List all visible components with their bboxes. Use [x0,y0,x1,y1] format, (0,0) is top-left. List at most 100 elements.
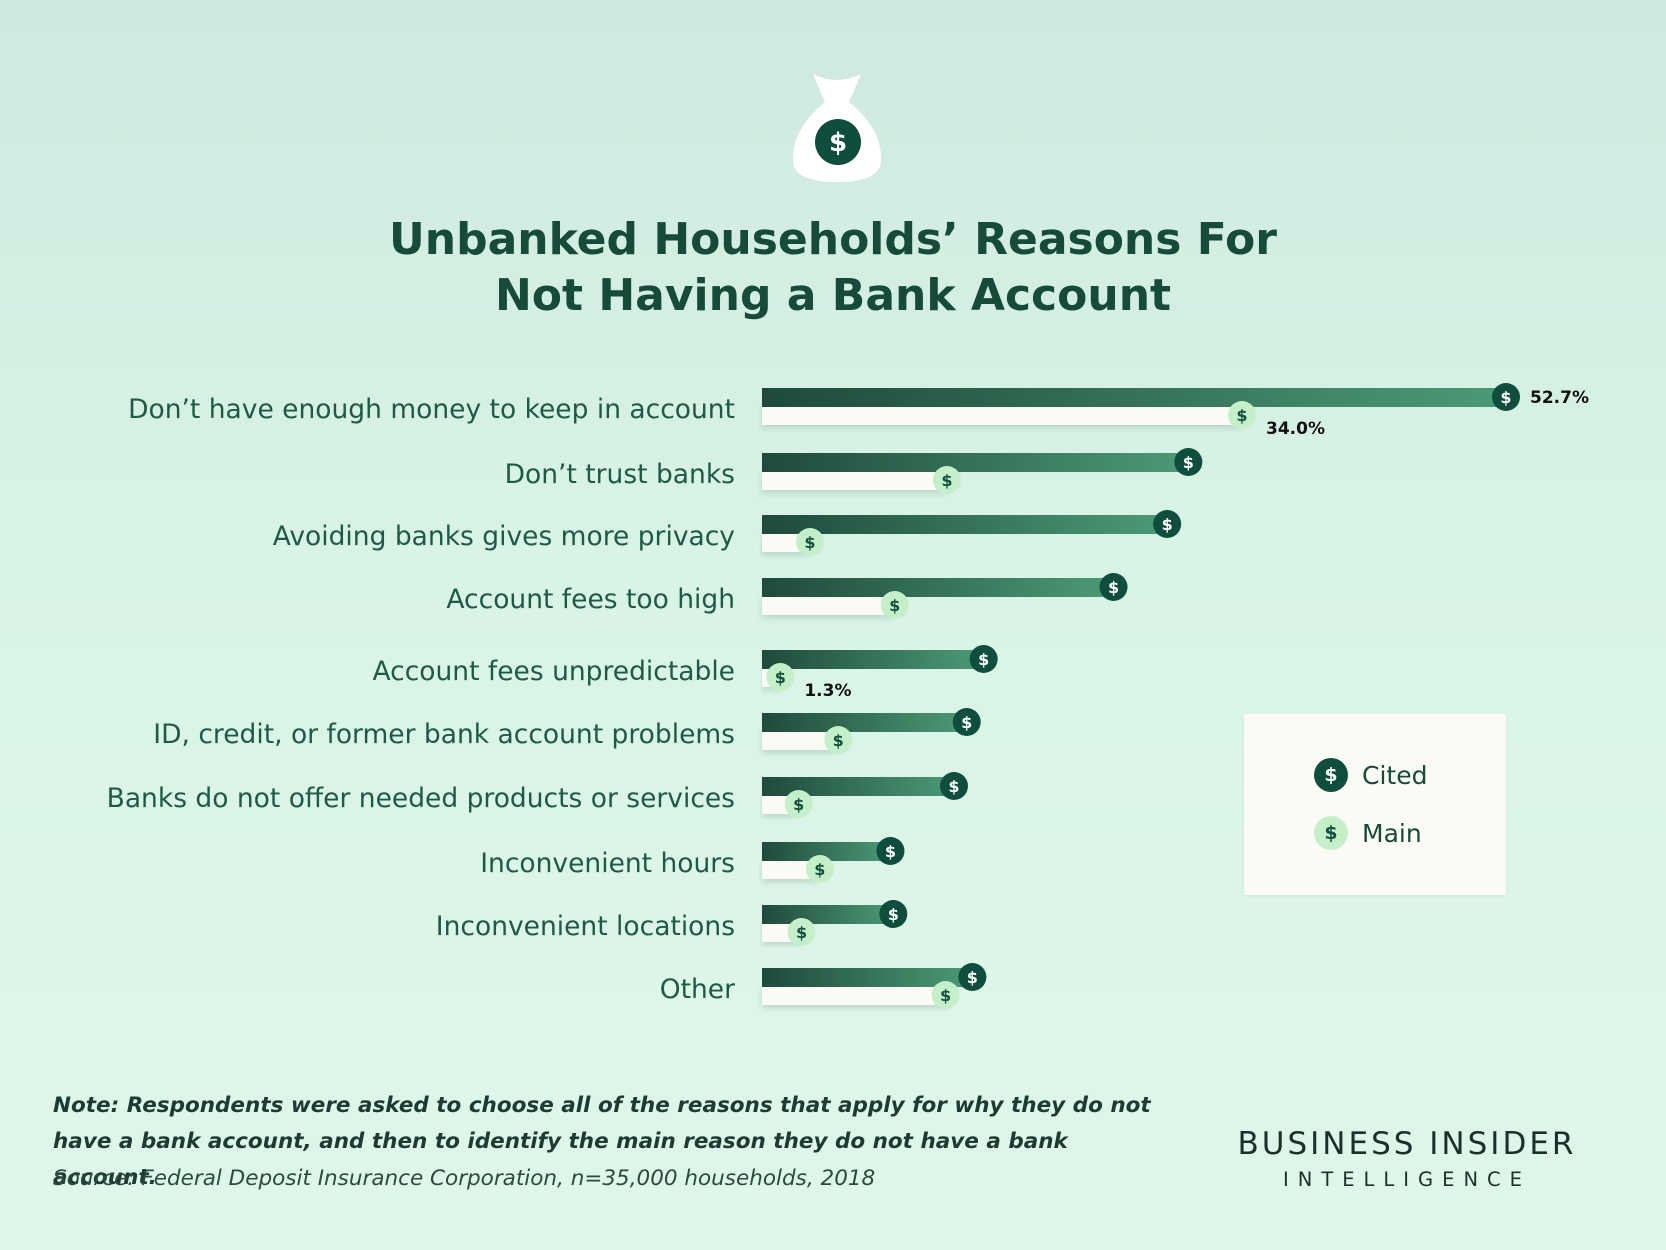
data-label: 34.0% [1266,419,1325,439]
category-label: ID, credit, or former bank account probl… [153,719,735,750]
cited-coin-icon-glyph: $ [961,713,972,732]
category-label: Banks do not offer needed products or se… [107,783,735,814]
main-coin-icon-circle [766,663,795,691]
cited-coin-icon-glyph: $ [1183,453,1194,472]
main-coin-icon-glyph: $ [793,795,804,814]
cited-coin-icon-circle [1174,448,1203,476]
bar-main [762,405,1242,425]
main-coin-icon-glyph: $ [775,668,786,687]
cited-coin-icon: $ [958,963,987,991]
main-coin-icon: $ [766,663,795,691]
dollar-coin-icon: $ [1314,758,1348,792]
cited-coin-icon-glyph: $ [978,650,989,669]
brand-sub: INTELLIGENCE [1282,1168,1531,1191]
cited-coin-icon-glyph: $ [1500,388,1511,407]
legend-label-main: Main [1362,818,1422,848]
chart-legend: $ Cited $ Main [1244,714,1506,895]
cited-coin-icon-circle [1492,383,1520,411]
cited-coin-icon-glyph: $ [1162,515,1173,534]
legend-item-main: $ Main [1314,815,1422,851]
money-bag-icon: $ [792,74,882,182]
bar-cited [762,650,984,669]
cited-coin-icon-circle [952,708,981,736]
main-coin-icon-glyph: $ [889,596,900,615]
main-coin-icon-circle [796,528,824,556]
category-label: Account fees unpredictable [373,656,736,687]
bar-cited [762,905,894,924]
main-coin-icon-circle [784,790,813,818]
category-label: Don’t trust banks [505,459,735,490]
main-coin-icon: $ [932,466,961,494]
cited-coin-icon-circle [958,963,987,991]
main-coin-icon: $ [784,790,813,818]
cited-coin-icon: $ [940,772,968,800]
cited-coin-icon-glyph: $ [885,842,896,861]
bar-cited [762,388,1506,407]
cited-coin-icon: $ [879,900,908,928]
main-coin-icon: $ [787,918,816,946]
cited-coin-icon-glyph: $ [967,968,978,987]
chart-source: Source: Federal Deposit Insurance Corpor… [53,1166,876,1191]
cited-coin-icon: $ [1153,510,1182,538]
chart-note: Note: Respondents were asked to choose a… [53,1093,1151,1190]
category-label: Inconvenient hours [480,848,735,879]
main-coin-icon-glyph: $ [814,860,825,879]
cited-coin-icon-circle [969,645,998,673]
main-coin-icon: $ [880,591,909,619]
bar-cited [762,968,973,987]
bar-cited [762,515,1168,534]
bar-main [762,470,947,490]
main-coin-icon-circle [824,726,853,754]
legend-label-cited: Cited [1362,760,1428,790]
brand-logo: BUSINESS INSIDER INTELLIGENCE [1212,1126,1602,1191]
cited-coin-icon-glyph: $ [948,777,959,796]
chart-row: Avoiding banks gives more privacy $ $ [273,510,1182,556]
svg-text:$: $ [829,128,847,158]
main-coin-icon-circle [787,918,816,946]
chart-row: Account fees unpredictable $ $ [373,645,998,691]
main-coin-icon-glyph: $ [940,986,951,1005]
main-coin-icon-glyph: $ [1236,406,1247,425]
main-coin-icon-glyph: $ [833,731,844,750]
main-coin-icon-circle [932,466,961,494]
title-line-2: Not Having a Bank Account [494,270,1172,321]
chart-row: Other $ $ [660,963,987,1009]
bar-cited [762,777,954,796]
bar-cited [762,713,967,732]
title-line-1: Unbanked Households’ Reasons For [389,214,1277,265]
main-coin-icon-circle [805,855,834,883]
data-label: 52.7% [1530,388,1589,408]
main-coin-icon-glyph: $ [804,533,815,552]
cited-coin-icon: $ [1492,383,1520,411]
category-label: Don’t have enough money to keep in accou… [128,394,735,425]
main-coin-icon: $ [1228,401,1256,429]
cited-coin-icon-circle [879,900,908,928]
chart-row: Inconvenient locations $ $ [436,900,908,946]
category-label: Account fees too high [446,584,735,615]
cited-coin-icon-circle [940,772,968,800]
chart-row: ID, credit, or former bank account probl… [153,708,981,754]
main-coin-icon-circle [1228,401,1256,429]
legend-item-cited: $ Cited [1314,757,1427,793]
cited-coin-icon-glyph: $ [888,905,899,924]
chart-row: Don’t have enough money to keep in accou… [128,383,1520,429]
dollar-coin-icon: $ [1314,816,1348,850]
bar-cited [762,842,891,861]
main-coin-icon: $ [931,981,960,1009]
main-coin-icon: $ [805,855,834,883]
bar-cited [762,578,1114,597]
main-coin-icon-circle [931,981,960,1009]
data-label: 1.3% [804,681,851,701]
chart-row: Banks do not offer needed products or se… [107,772,968,818]
category-label: Inconvenient locations [436,911,735,942]
cited-coin-icon-circle [1153,510,1182,538]
main-coin-icon-glyph: $ [796,923,807,942]
brand-name: BUSINESS INSIDER [1237,1126,1577,1162]
bar-main [762,730,839,750]
cited-coin-icon: $ [876,837,905,865]
bar-main [762,985,946,1005]
cited-coin-icon: $ [1099,573,1128,601]
category-label: Avoiding banks gives more privacy [273,521,735,552]
bar-main [762,859,820,879]
